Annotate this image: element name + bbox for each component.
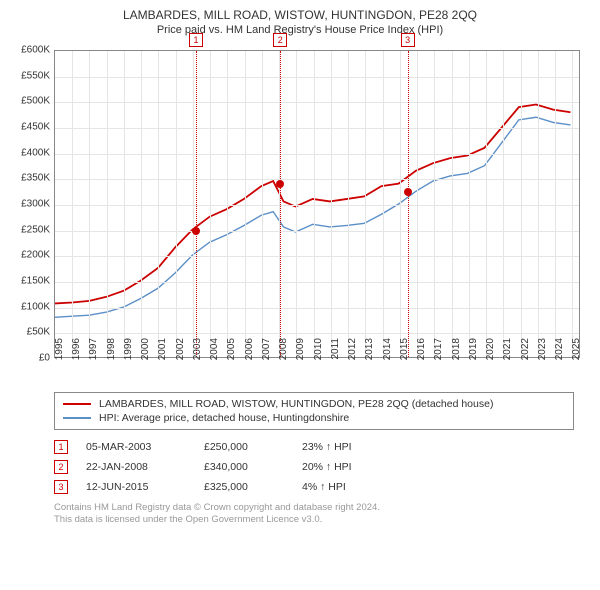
legend-swatch	[63, 403, 91, 405]
event-num-marker: 2	[54, 460, 68, 474]
y-axis-label: £150K	[10, 276, 50, 287]
y-axis-label: £50K	[10, 327, 50, 338]
event-row: 2 22-JAN-2008 £340,000 20% ↑ HPI	[54, 460, 574, 474]
event-point-marker	[276, 180, 284, 188]
event-marker-box: 1	[189, 33, 203, 47]
event-price: £250,000	[204, 441, 284, 453]
chart-svg	[55, 51, 579, 357]
chart-subtitle: Price paid vs. HM Land Registry's House …	[10, 24, 590, 36]
legend: LAMBARDES, MILL ROAD, WISTOW, HUNTINGDON…	[54, 392, 574, 430]
event-pct: 20% ↑ HPI	[302, 461, 392, 473]
legend-label: LAMBARDES, MILL ROAD, WISTOW, HUNTINGDON…	[99, 398, 493, 410]
y-axis-label: £600K	[10, 45, 50, 56]
event-point-marker	[404, 188, 412, 196]
y-axis-label: £250K	[10, 224, 50, 235]
y-axis-label: £300K	[10, 199, 50, 210]
legend-swatch	[63, 417, 91, 419]
event-marker-box: 3	[401, 33, 415, 47]
chart-title: LAMBARDES, MILL ROAD, WISTOW, HUNTINGDON…	[10, 8, 590, 22]
y-axis-label: £100K	[10, 301, 50, 312]
y-axis-label: £0	[10, 353, 50, 364]
y-axis-label: £350K	[10, 173, 50, 184]
plot-area: 123	[54, 50, 580, 358]
event-date: 12-JUN-2015	[86, 481, 186, 493]
event-date: 22-JAN-2008	[86, 461, 186, 473]
event-marker-box: 2	[273, 33, 287, 47]
footer-credit: Contains HM Land Registry data © Crown c…	[54, 502, 574, 527]
event-price: £340,000	[204, 461, 284, 473]
event-price: £325,000	[204, 481, 284, 493]
events-table: 1 05-MAR-2003 £250,000 23% ↑ HPI 2 22-JAN-200…	[54, 440, 574, 494]
x-axis-label: 2025	[571, 338, 593, 368]
y-axis-label: £450K	[10, 122, 50, 133]
event-vline	[280, 51, 281, 357]
footer-line1: Contains HM Land Registry data © Crown c…	[54, 502, 574, 514]
y-axis-label: £500K	[10, 96, 50, 107]
legend-label: HPI: Average price, detached house, Hunt…	[99, 412, 349, 424]
event-pct: 23% ↑ HPI	[302, 441, 392, 453]
event-row: 1 05-MAR-2003 £250,000 23% ↑ HPI	[54, 440, 574, 454]
y-axis-label: £200K	[10, 250, 50, 261]
event-vline	[408, 51, 409, 357]
event-pct: 4% ↑ HPI	[302, 481, 392, 493]
footer-line2: This data is licensed under the Open Gov…	[54, 514, 574, 526]
event-vline	[196, 51, 197, 357]
y-axis-label: £550K	[10, 70, 50, 81]
legend-row: HPI: Average price, detached house, Hunt…	[63, 411, 565, 425]
event-point-marker	[192, 227, 200, 235]
event-num-marker: 3	[54, 480, 68, 494]
y-axis-label: £400K	[10, 147, 50, 158]
event-num-marker: 1	[54, 440, 68, 454]
event-row: 3 12-JUN-2015 £325,000 4% ↑ HPI	[54, 480, 574, 494]
event-date: 05-MAR-2003	[86, 441, 186, 453]
chart-area: 123 £0 £50K £100K £150K £200K £250K £300K £350K…	[10, 44, 590, 384]
legend-row: LAMBARDES, MILL ROAD, WISTOW, HUNTINGDON…	[63, 397, 565, 411]
